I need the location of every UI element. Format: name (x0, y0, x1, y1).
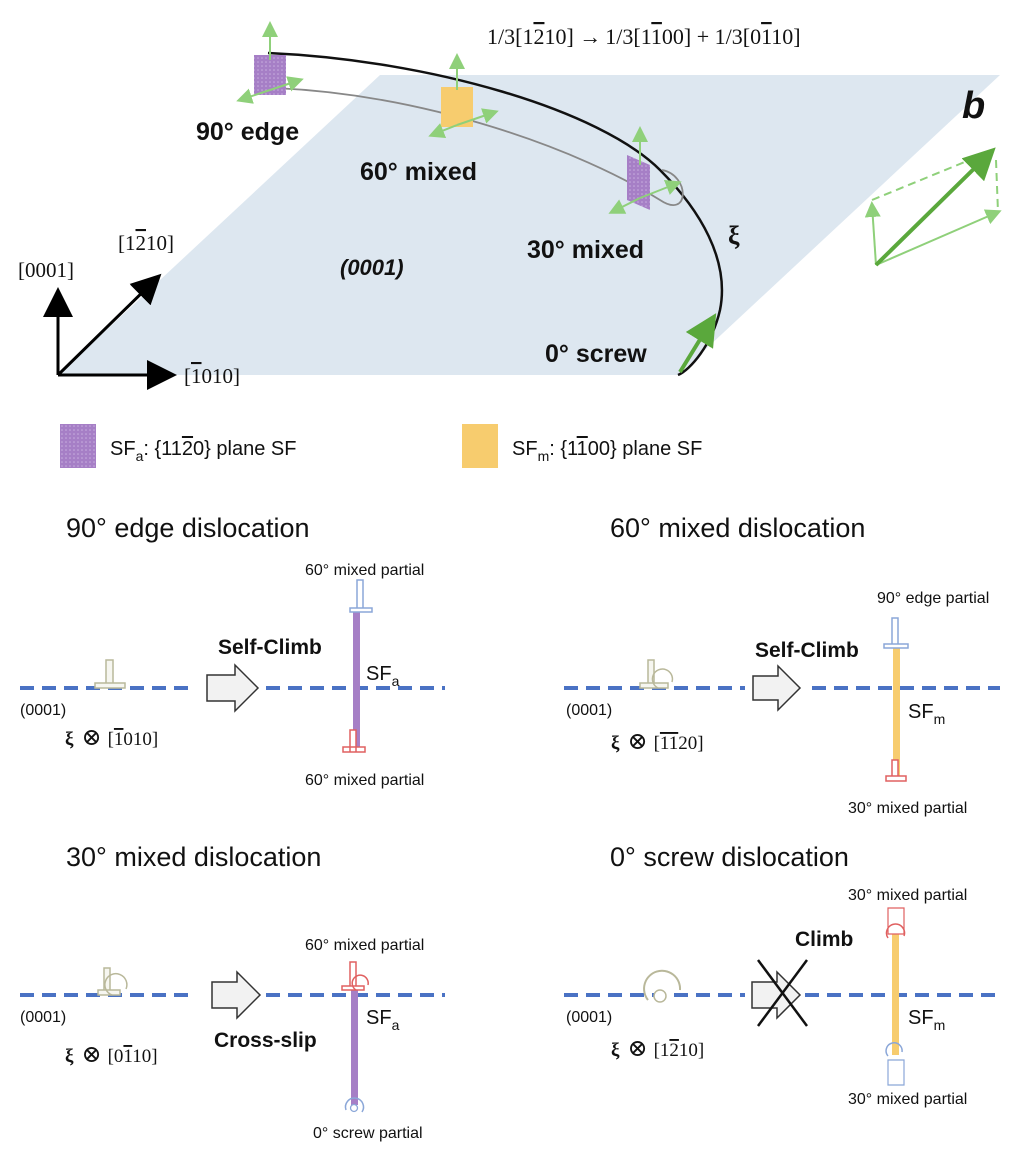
top-partial-label: 60° mixed partial (305, 562, 424, 579)
panel-30-mixed: 30° mixed dislocation Cross-slip 60° mix… (20, 842, 445, 1142)
axis-label-x: [1010] (184, 364, 240, 388)
basal-plane (58, 75, 1000, 375)
top-partial-symbol (883, 617, 909, 649)
legend-sf-m-swatch (462, 424, 498, 468)
line-direction: ξ ⊗ [1120] (611, 729, 704, 755)
bottom-partial-arc (885, 1042, 903, 1057)
process-arrow (211, 970, 262, 1020)
rotation-arc (104, 972, 128, 996)
legend-sf-m-text: SFm: {1100} plane SF (512, 438, 702, 464)
axis-label-z: [0001] (18, 258, 74, 282)
forbidden-cross-2 (756, 959, 809, 1027)
axes (43, 273, 177, 390)
top-partial-label: 60° mixed partial (305, 937, 424, 954)
sf-label: SFa (366, 1007, 400, 1033)
rotation-arc (651, 668, 674, 689)
top-partial-symbol (341, 961, 365, 991)
screw-rotation-arc (643, 969, 682, 1001)
mechanism-label: Climb (795, 928, 853, 951)
line-direction: ξ ⊗ [1210] (611, 1036, 704, 1062)
screw-burgers-arrow (678, 313, 717, 374)
bottom-partial-label: 60° mixed partial (305, 772, 424, 789)
label-90-edge: 90° edge (196, 118, 299, 146)
legend: SFa: {1120} plane SF SFm: {1100} plane S… (60, 424, 702, 468)
local-burgers-arrows (236, 21, 682, 214)
axis-label-y: [1210] (118, 231, 174, 255)
panel-title: 90° edge dislocation (66, 513, 309, 543)
top-partial-arc (351, 974, 369, 991)
mechanism-label: Self-Climb (755, 639, 859, 662)
sf-a-box-90 (254, 55, 286, 95)
top-partial-label: 90° edge partial (877, 590, 989, 607)
bottom-partial-label: 30° mixed partial (848, 1091, 967, 1108)
stacking-fault-m (892, 910, 899, 1055)
label-b: b (962, 85, 985, 127)
label-60-mixed: 60° mixed (360, 158, 477, 186)
panel-title: 60° mixed dislocation (610, 513, 865, 543)
plane-label: (0001) (566, 702, 612, 719)
mechanism-label: Cross-slip (214, 1029, 317, 1052)
burgers-decomposition (864, 147, 1002, 267)
bottom-partial-label: 0° screw partial (313, 1125, 423, 1142)
panel-60-mixed: 60° mixed dislocation Self-Climb 90° edg… (564, 513, 1000, 817)
bottom-partial-symbol (342, 729, 366, 753)
panel-title: 0° screw dislocation (610, 842, 849, 872)
bottom-partial-arc (344, 1097, 365, 1113)
sf-label: SFa (366, 663, 400, 689)
line-direction: ξ ⊗ [1010] (65, 725, 158, 751)
bottom-partial-core (349, 1103, 359, 1113)
process-arrow (206, 663, 260, 713)
dislocation-line-inner (274, 87, 684, 206)
stacking-fault-a (353, 612, 360, 747)
plane-label: (0001) (566, 1009, 612, 1026)
bottom-partial-symbol (885, 759, 907, 782)
label-0-screw: 0° screw (545, 340, 647, 368)
legend-sf-a-swatch (60, 424, 96, 468)
top-partial-symbol (349, 579, 373, 613)
panel-90-edge: 90° edge dislocation Self-Climb 60° mixe… (20, 513, 445, 789)
label-xi: ξ (728, 221, 740, 250)
line-direction: ξ ⊗ [0110] (65, 1042, 158, 1068)
label-plane: (0001) (340, 255, 404, 280)
sf-label: SFm (908, 701, 945, 727)
label-30-mixed: 30° mixed (527, 236, 644, 264)
sf-label: SFm (908, 1007, 945, 1033)
process-arrow (752, 664, 802, 712)
reaction-equation: 1/3[1210] → 1/3[1100] + 1/3[0110] (487, 24, 801, 49)
plane-label: (0001) (20, 702, 66, 719)
mixed-dislocation-symbol (97, 967, 121, 996)
panel-0-screw: 0° screw dislocation Climb 30° mixed par… (564, 842, 1000, 1108)
bottom-partial-label: 30° mixed partial (848, 800, 967, 817)
panel-title: 30° mixed dislocation (66, 842, 321, 872)
mechanism-label: Self-Climb (218, 636, 322, 659)
legend-sf-a-text: SFa: {1120} plane SF (110, 438, 296, 464)
top-partial-marker (887, 907, 905, 935)
top-schematic: 1/3[1210] → 1/3[1100] + 1/3[0110] 90° edg… (18, 21, 1002, 390)
stacking-fault-m (893, 648, 900, 776)
screw-core (653, 989, 667, 1003)
top-partial-arc (885, 923, 906, 939)
plane-label: (0001) (20, 1009, 66, 1026)
stacking-fault-a (351, 990, 358, 1105)
top-partial-label: 30° mixed partial (848, 887, 967, 904)
edge-dislocation-symbol (94, 659, 126, 689)
bottom-partial-marker (887, 1059, 905, 1086)
